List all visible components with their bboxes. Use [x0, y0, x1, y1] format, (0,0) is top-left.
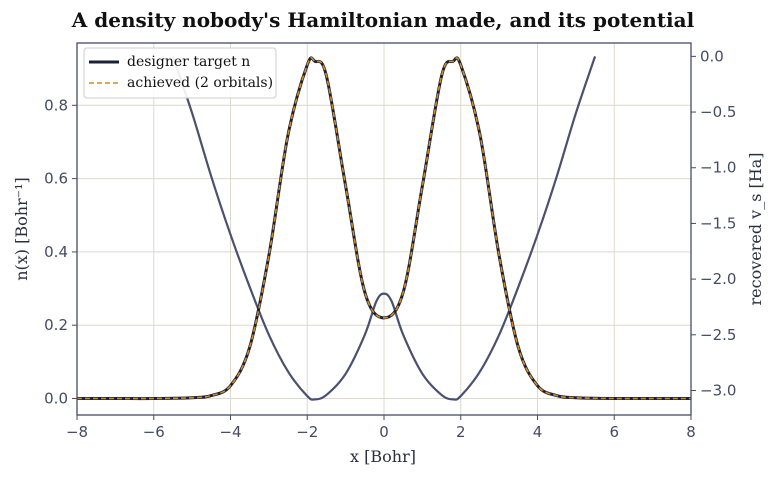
x-tick-label: −8: [66, 423, 88, 441]
left-y-tick-label: 0.8: [44, 96, 68, 114]
left-y-tick-label: 0.0: [44, 390, 68, 408]
series-line-potential: [171, 56, 597, 401]
legend: designer target n achieved (2 orbitals): [83, 47, 277, 99]
right-y-axis-ticks: 0.0 −0.5 −1.0 −1.5 −2.0 −2.5 −3.0: [691, 47, 736, 399]
x-tick-label: −4: [219, 423, 241, 441]
series-lines: [76, 56, 691, 401]
x-tick-label: 8: [686, 423, 696, 441]
x-tick-label: 6: [609, 423, 619, 441]
x-tick-label: 4: [533, 423, 543, 441]
right-y-tick-label: −2.5: [700, 326, 736, 344]
chart-title: A density nobody's Hamiltonian made, and…: [71, 8, 695, 32]
right-y-tick-label: −1.5: [700, 214, 736, 232]
left-y-axis-ticks: 0.0 0.2 0.4 0.6 0.8: [44, 96, 77, 408]
right-y-tick-label: −2.0: [700, 270, 736, 288]
right-y-tick-label: −0.5: [700, 103, 736, 121]
series-line-achieved: [76, 57, 691, 400]
left-y-tick-label: 0.4: [44, 243, 68, 261]
x-axis-label: x [Bohr]: [350, 447, 416, 466]
x-tick-label: −6: [143, 423, 165, 441]
left-y-tick-label: 0.2: [44, 316, 68, 334]
x-tick-label: 0: [379, 423, 389, 441]
legend-box: [83, 47, 277, 99]
grid: [76, 43, 692, 415]
x-tick-label: 2: [456, 423, 466, 441]
right-y-axis-label: recovered v_s [Ha]: [746, 153, 765, 306]
right-y-tick-label: 0.0: [700, 47, 724, 65]
x-axis-ticks: −8 −6 −4 −2 0 2 4 6 8: [66, 415, 696, 441]
left-y-axis-label: n(x) [Bohr⁻¹]: [12, 177, 31, 281]
right-y-tick-label: −1.0: [700, 159, 736, 177]
left-y-tick-label: 0.6: [44, 170, 68, 188]
legend-label-achieved: achieved (2 orbitals): [127, 75, 273, 91]
right-y-tick-label: −3.0: [700, 381, 736, 399]
x-tick-label: −2: [296, 423, 318, 441]
legend-label-target: designer target n: [127, 54, 250, 70]
